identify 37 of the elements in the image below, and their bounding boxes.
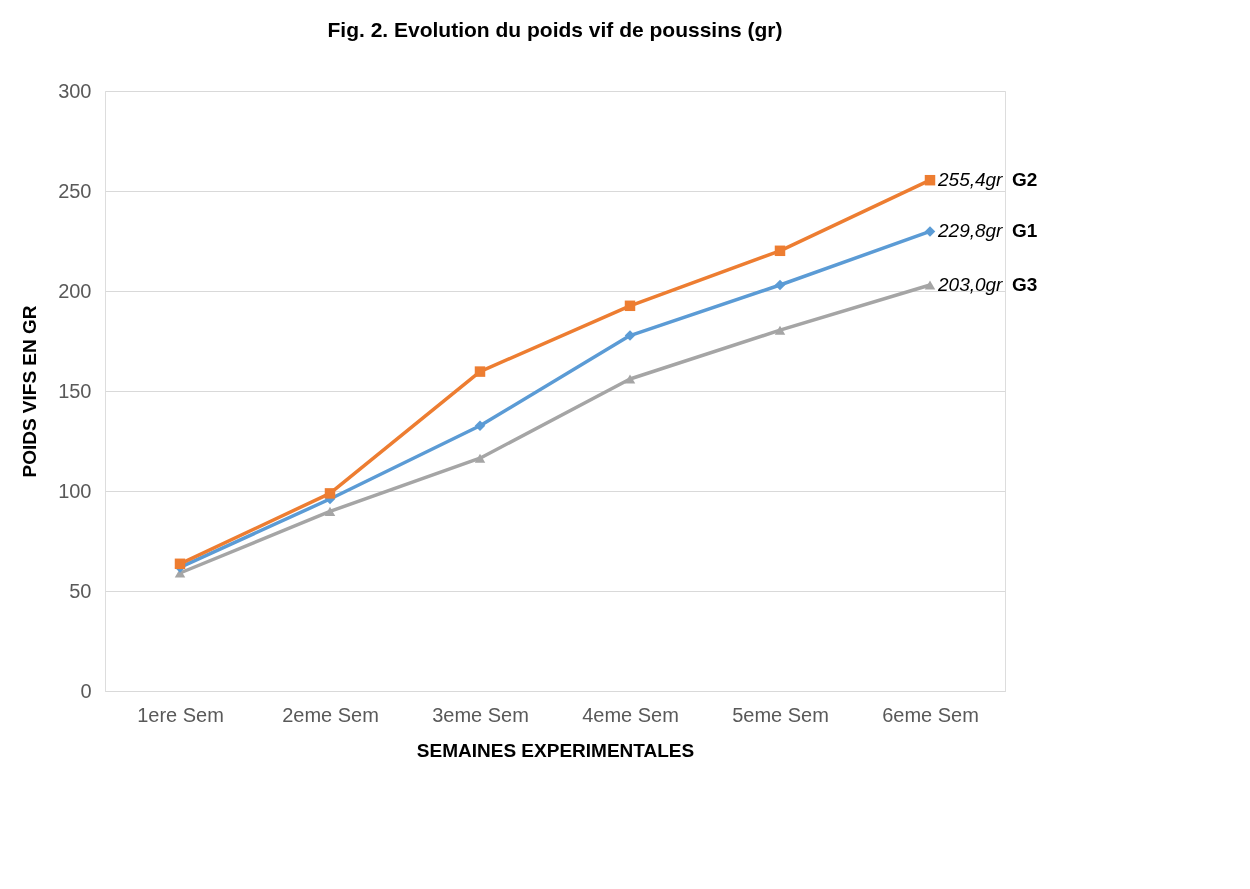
text: G2 — [1012, 169, 1038, 191]
point — [624, 300, 636, 312]
y-tick-label: 100 — [58, 479, 92, 502]
point — [924, 226, 936, 237]
y-tick-label: 0 — [80, 679, 92, 702]
point — [924, 174, 936, 186]
point — [324, 488, 336, 499]
point — [774, 325, 786, 335]
y-tick-label: 150 — [58, 379, 92, 402]
y-tick-label: 200 — [58, 279, 92, 302]
y-axis-title: POIDS VIFS EN GR — [19, 305, 41, 478]
y-tick-label: 300 — [58, 79, 92, 102]
point — [174, 558, 186, 570]
data-label: 229,8gr — [937, 220, 1004, 242]
y-tick-label: 250 — [58, 179, 92, 202]
point — [624, 330, 636, 341]
data-label: 203,0gr — [937, 274, 1004, 295]
point — [474, 366, 486, 377]
y-tick-label: 50 — [69, 579, 92, 602]
chart-title: Fig. 2. Evolution du poids vif de poussins (gr) — [327, 18, 783, 41]
point — [774, 279, 786, 291]
point — [774, 245, 786, 257]
x-tick-label: 4eme Sem — [582, 703, 679, 726]
x-tick-label: 6eme Sem — [882, 703, 979, 726]
data-label: 255,4gr — [937, 169, 1004, 191]
x-tick-label: 1ere Sem — [137, 703, 224, 726]
point — [474, 453, 486, 463]
x-tick-label: 5eme Sem — [732, 703, 829, 726]
x-axis-title: SEMAINES EXPERIMENTALES — [416, 739, 695, 761]
point — [474, 420, 486, 432]
x-tick-label: 2eme Sem — [282, 703, 379, 726]
point — [924, 280, 936, 290]
x-tick-label: 3eme Sem — [432, 703, 529, 726]
text: G1 — [1012, 220, 1038, 242]
text: G3 — [1012, 274, 1038, 295]
point — [324, 506, 336, 516]
point — [624, 374, 636, 384]
